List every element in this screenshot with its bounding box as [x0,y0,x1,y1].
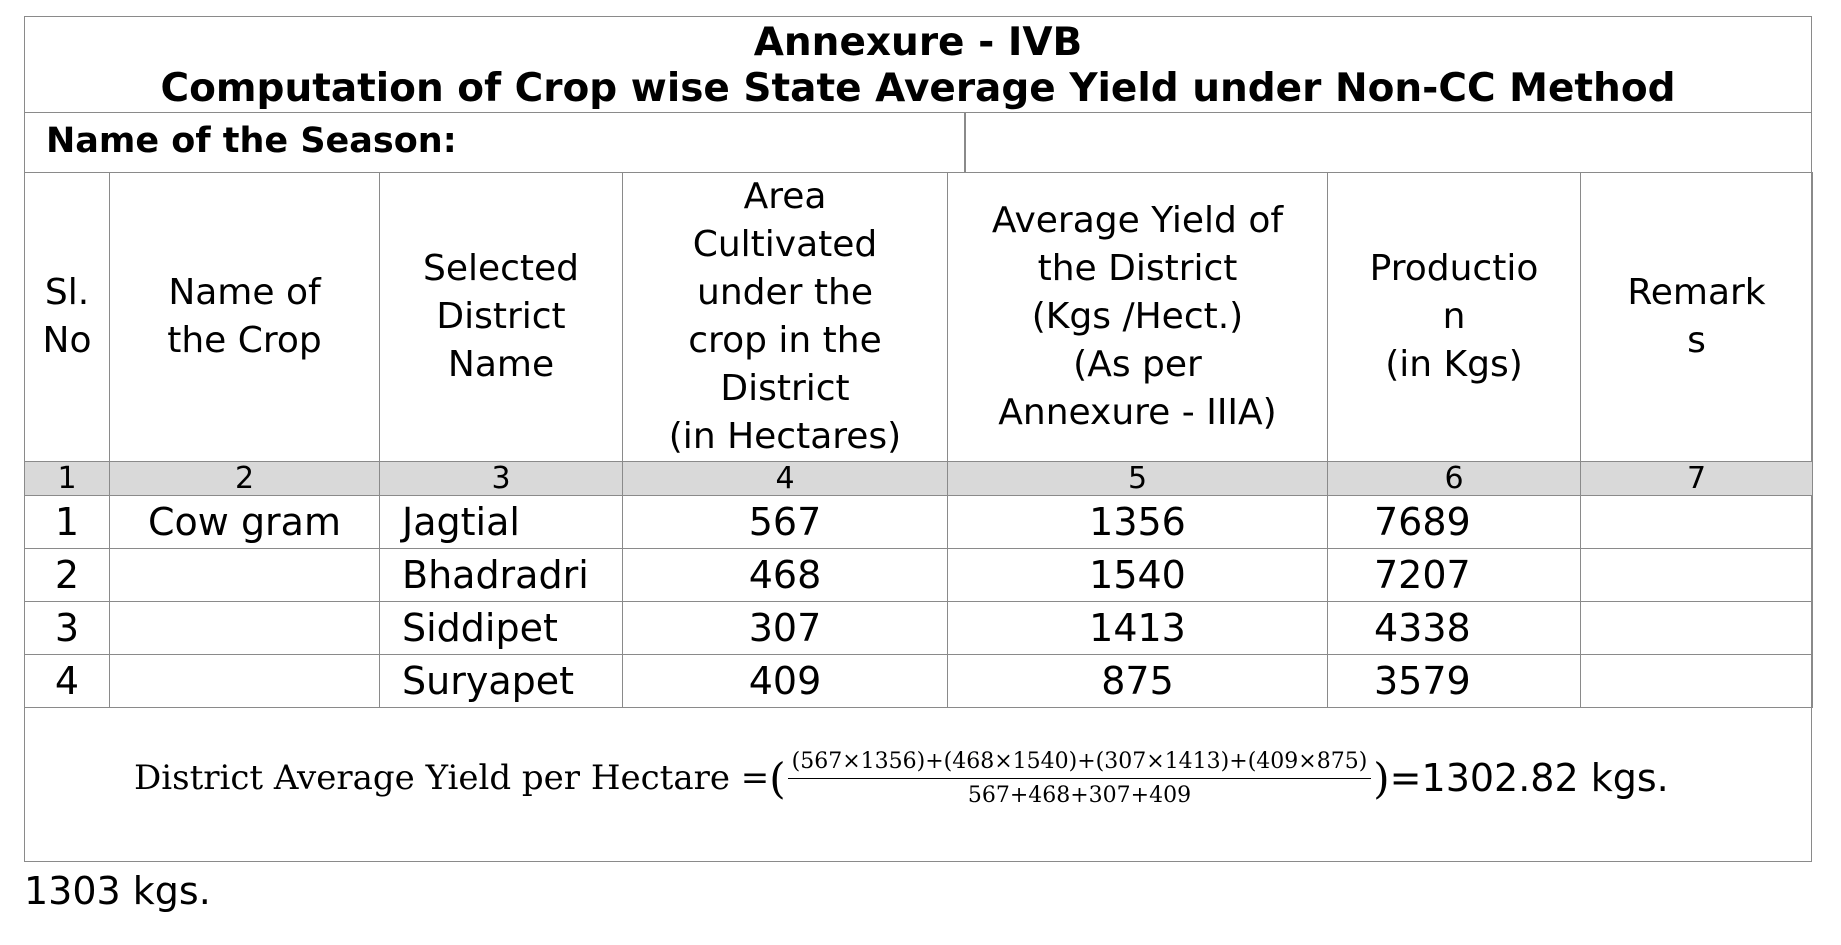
cell-yield: 1413 [947,601,1328,655]
table-row: 2 Bhadradri 468 1540 7207 [24,548,1813,602]
yield-formula: District Average Yield per Hectare = ( (… [134,728,1669,828]
header-remarks: Remark s [1580,172,1813,462]
column-number: 6 [1327,461,1581,496]
formula-open-paren: ( [769,753,786,803]
table-row: 4 Suryapet 409 875 3579 [24,654,1813,708]
column-number: 2 [109,461,380,496]
table-row: 3 Siddipet 307 1413 4338 [24,601,1813,655]
header-label: Productio n (in Kgs) [1369,248,1539,385]
header-sl-no: Sl. No [24,172,110,462]
cell-yield: 1356 [947,495,1328,549]
cell-sl: 2 [24,548,110,602]
cell-production: 7689 [1327,495,1581,549]
column-number: 7 [1580,461,1813,496]
header-average-yield: Average Yield of the District (Kgs /Hect.)… [947,172,1328,462]
annexure-title: Annexure - IVB [753,20,1083,65]
formula-denominator: 567+468+307+409 [967,782,1192,808]
formula-result: =1302.82 kgs. [1389,756,1669,800]
season-label: Name of the Season: [46,121,457,161]
cell-area: 409 [622,654,948,708]
cell-area: 307 [622,601,948,655]
yield-table: Sl. No Name of the Crop Selected District Na… [24,172,1813,708]
cell-district: Bhadradri [379,548,623,602]
cell-district: Jagtial [379,495,623,549]
header-label: Remark s [1627,272,1766,361]
cell-production: 4338 [1327,601,1581,655]
formula-numerator: (567×1356)+(468×1540)+(307×1413)+(409×87… [787,749,1372,779]
cell-sl: 1 [24,495,110,549]
cell-remarks [1580,654,1813,708]
computation-title: Computation of Crop wise State Average Y… [160,66,1676,111]
header-label: Name of the Crop [167,272,322,361]
cell-area: 468 [622,548,948,602]
cell-district: Suryapet [379,654,623,708]
column-number: 1 [24,461,110,496]
cell-yield: 875 [947,654,1328,708]
formula-fraction: (567×1356)+(468×1540)+(307×1413)+(409×87… [787,749,1372,808]
cell-production: 7207 [1327,548,1581,602]
cell-crop [109,601,380,655]
header-label: Area Cultivated under the crop in the Distri… [668,176,902,457]
rounded-result: 1303 kgs. [24,869,211,913]
formula-close-paren: ) [1373,753,1390,803]
column-number: 3 [379,461,623,496]
cell-remarks [1580,548,1813,602]
cell-area: 567 [622,495,948,549]
cell-yield: 1540 [947,548,1328,602]
cell-production: 3579 [1327,654,1581,708]
cell-district: Siddipet [379,601,623,655]
season-divider [964,113,966,173]
cell-remarks [1580,495,1813,549]
column-number: 5 [947,461,1328,496]
header-district-name: Selected District Name [379,172,623,462]
header-crop-name: Name of the Crop [109,172,380,462]
column-number-row: 1 2 3 4 5 6 7 [24,461,1813,496]
cell-crop: Cow gram [109,495,380,549]
header-row: Sl. No Name of the Crop Selected District Na… [24,172,1813,462]
cell-sl: 4 [24,654,110,708]
column-number: 4 [622,461,948,496]
cell-crop [109,654,380,708]
table-row: 1 Cow gram Jagtial 567 1356 7689 [24,495,1813,549]
title-block: Annexure - IVB Computation of Crop wise … [24,16,1812,113]
cell-sl: 3 [24,601,110,655]
header-area: Area Cultivated under the crop in the Distri… [622,172,948,462]
header-production: Productio n (in Kgs) [1327,172,1581,462]
header-label: Sl. No [42,272,92,361]
cell-remarks [1580,601,1813,655]
cell-crop [109,548,380,602]
formula-label: District Average Yield per Hectare = [134,758,770,798]
header-label: Average Yield of the District (Kgs /Hect.)… [991,200,1284,433]
header-label: Selected District Name [422,248,580,385]
